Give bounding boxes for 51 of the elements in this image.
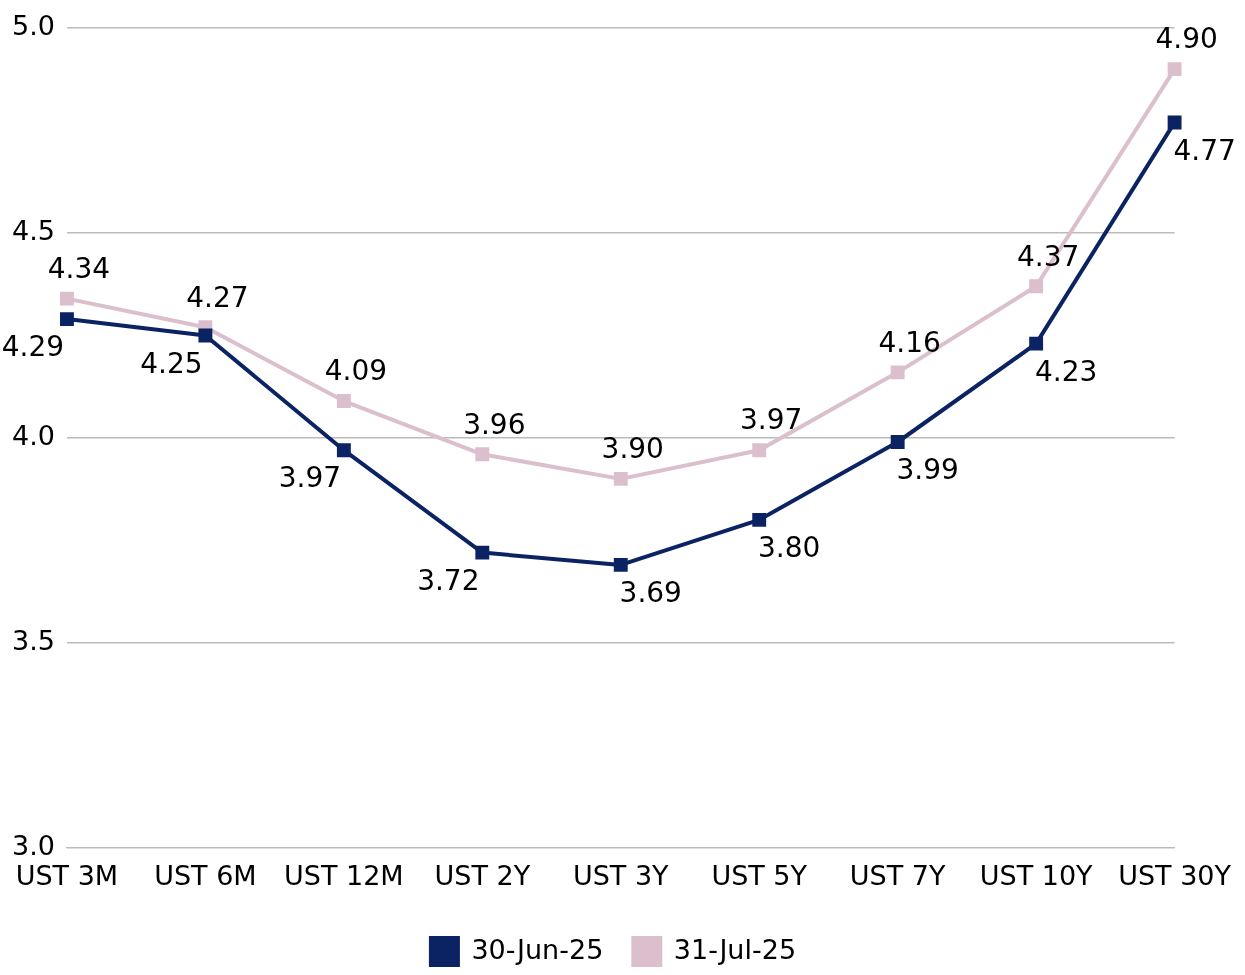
point bbox=[613, 471, 628, 486]
data-label: 4.27 bbox=[186, 280, 249, 314]
data-label: 4.34 bbox=[47, 251, 111, 285]
point bbox=[336, 443, 351, 458]
data-label: 4.16 bbox=[878, 325, 941, 359]
data-label: 3.90 bbox=[601, 432, 664, 466]
y-tick-label: 3.5 bbox=[11, 624, 55, 656]
data-label: 3.96 bbox=[463, 407, 526, 441]
data-label: 4.25 bbox=[140, 346, 203, 380]
data-label: 3.97 bbox=[740, 403, 803, 437]
y-tick-label: 3.0 bbox=[11, 829, 55, 861]
point bbox=[890, 435, 905, 449]
data-label: 4.90 bbox=[1155, 22, 1218, 56]
data-label: 3.99 bbox=[896, 453, 959, 487]
legend-label: 30-Jun-25 bbox=[471, 933, 604, 965]
y-tick-label: 4.0 bbox=[11, 419, 55, 451]
point bbox=[198, 328, 213, 343]
x-tick-label: UST 3M bbox=[15, 859, 119, 891]
data-label: 4.23 bbox=[1034, 354, 1098, 388]
point bbox=[336, 394, 351, 408]
x-tick-label: UST 2Y bbox=[434, 859, 531, 891]
point bbox=[1029, 279, 1044, 294]
point bbox=[890, 365, 905, 380]
x-tick-label: UST 3Y bbox=[572, 859, 670, 891]
data-label: 4.09 bbox=[324, 354, 388, 388]
point bbox=[1029, 336, 1044, 351]
point bbox=[1167, 62, 1182, 77]
data-label: 4.77 bbox=[1173, 133, 1236, 167]
data-label: 3.72 bbox=[417, 563, 480, 597]
point bbox=[613, 557, 628, 572]
x-tick-label: UST 10Y bbox=[979, 859, 1094, 891]
x-tick-label: UST 7Y bbox=[849, 859, 946, 891]
data-label: 3.97 bbox=[278, 461, 342, 495]
point bbox=[752, 443, 767, 458]
y-tick-label: 4.5 bbox=[11, 215, 55, 247]
data-label: 3.80 bbox=[758, 531, 821, 565]
point bbox=[1167, 115, 1182, 130]
point bbox=[59, 291, 74, 306]
x-tick-label: UST 5Y bbox=[711, 859, 808, 891]
data-label: 4.37 bbox=[1016, 239, 1080, 273]
point bbox=[475, 447, 490, 462]
point bbox=[59, 312, 74, 327]
x-tick-label: UST 30Y bbox=[1118, 859, 1232, 891]
x-tick-label: UST 6M bbox=[154, 859, 257, 891]
data-label: 4.29 bbox=[1, 330, 65, 364]
x-tick-label: UST 12M bbox=[284, 859, 404, 891]
legend-label: 31-Jul-25 bbox=[673, 933, 797, 965]
data-label: 3.69 bbox=[619, 576, 682, 610]
point bbox=[475, 545, 490, 560]
y-tick-label: 5.0 bbox=[11, 10, 55, 42]
point bbox=[752, 512, 767, 527]
